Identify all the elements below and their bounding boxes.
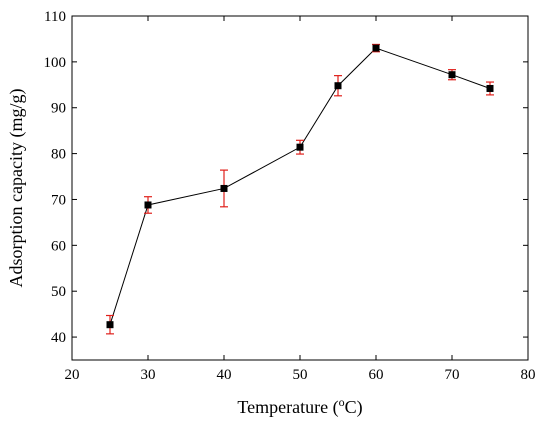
tick-labels: 20 30 40 50 60 70 80 40 50 60 70 80 90 100 110	[44, 9, 536, 383]
y-tick-label: 110	[44, 9, 66, 25]
x-tick-label: 60	[369, 367, 384, 383]
x-axis-title-sup: o	[339, 395, 345, 409]
data-point	[220, 184, 228, 192]
y-tick-label: 90	[51, 101, 66, 117]
y-tick-label: 50	[51, 284, 66, 300]
y-axis-title: Adsorption capacity (mg/g)	[6, 89, 27, 288]
y-tick-label: 60	[51, 238, 66, 254]
x-tick-label: 80	[521, 367, 536, 383]
data-point	[296, 143, 304, 151]
data-point	[486, 84, 494, 92]
data-point	[106, 321, 114, 329]
data-markers	[106, 44, 494, 329]
series-line	[109, 47, 491, 325]
axis-ticks	[71, 15, 529, 360]
x-tick-label: 40	[217, 367, 232, 383]
x-axis-title-unit: C)	[345, 397, 363, 418]
data-point	[144, 201, 152, 209]
plot-frame	[71, 15, 529, 361]
x-tick-label: 50	[293, 367, 308, 383]
y-tick-label: 80	[51, 147, 66, 163]
x-tick-label: 70	[445, 367, 460, 383]
y-tick-label: 40	[51, 330, 66, 346]
data-point	[372, 44, 380, 52]
x-tick-label: 20	[65, 367, 80, 383]
y-tick-label: 70	[51, 192, 66, 208]
data-point	[448, 71, 456, 79]
x-tick-label: 30	[141, 367, 156, 383]
error-bars	[106, 43, 494, 335]
x-axis-title: Temperature (oC)	[237, 395, 362, 418]
data-point	[334, 82, 342, 90]
x-axis-title-main: Temperature (	[237, 397, 338, 418]
y-tick-label: 100	[44, 55, 67, 71]
